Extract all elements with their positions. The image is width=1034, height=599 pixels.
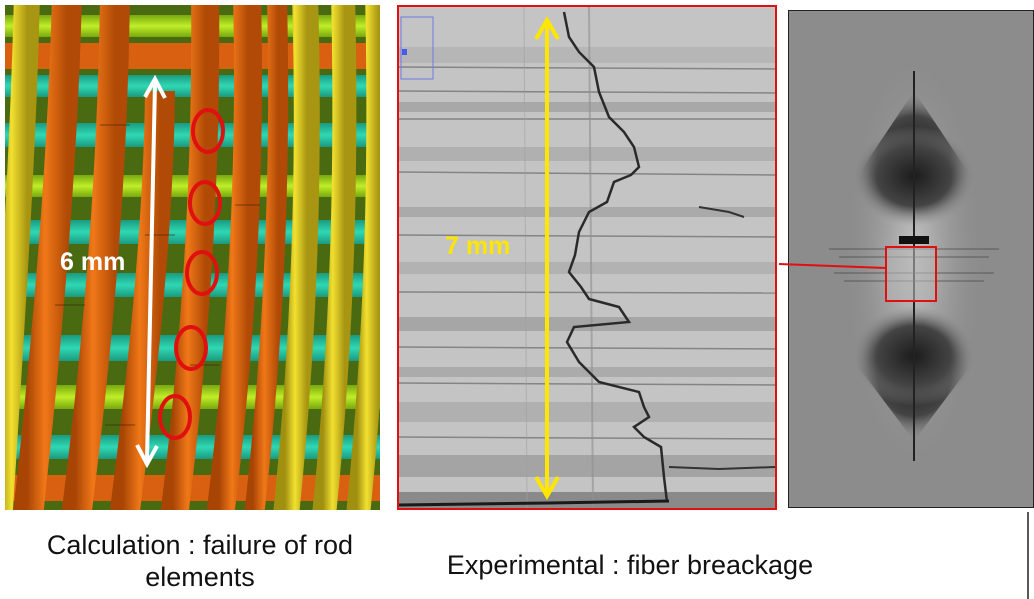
rod-model-image [5, 5, 380, 510]
caption-experimental: Experimental : fiber breackage [446, 550, 814, 580]
dimension-label-6mm: 6 mm [60, 248, 126, 276]
calculation-panel: 6 mm [5, 5, 380, 510]
experimental-micrograph-panel [397, 5, 777, 510]
dimension-label-7mm: 7 mm [445, 232, 511, 260]
xray-image-panel [788, 10, 1034, 508]
dimension-arrow-yellow [534, 16, 560, 500]
xray-image [789, 11, 1033, 507]
failure-markers [158, 108, 225, 440]
zoom-region-box [885, 246, 937, 302]
caption-calculation: Calculation : failure of rod elements [46, 530, 354, 592]
dimension-arrow-white [135, 74, 167, 469]
micrograph-image [399, 7, 775, 508]
